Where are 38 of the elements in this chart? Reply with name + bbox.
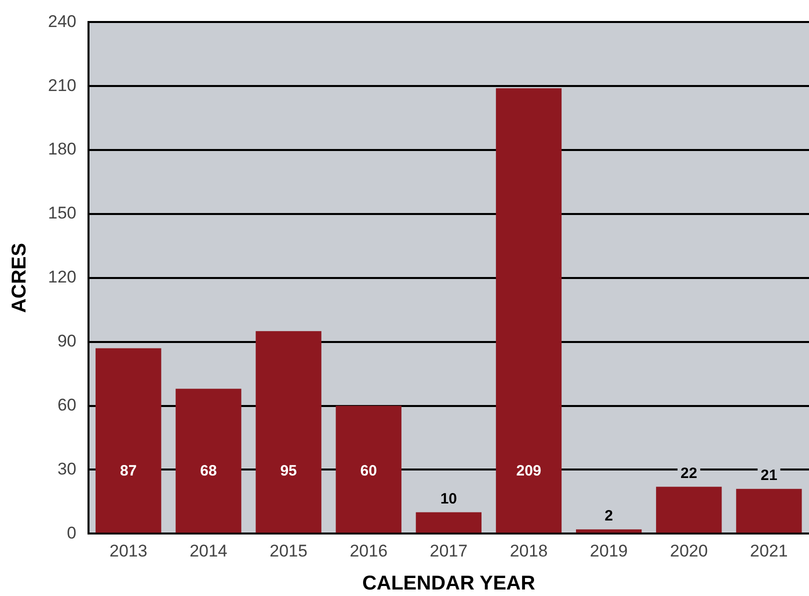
data-label: 87 [120,462,137,480]
x-tick-label: 2020 [670,541,708,560]
y-tick-label: 0 [66,523,76,542]
y-tick-label: 120 [48,268,76,287]
data-label: 21 [760,466,778,484]
data-label: 68 [200,462,217,480]
bar [736,488,802,533]
data-label: 10 [440,490,458,508]
x-tick-label: 2019 [590,541,628,560]
x-tick-label: 2017 [430,541,468,560]
bar [176,388,242,533]
x-tick-label: 2015 [270,541,308,560]
x-axis-title: CALENDAR YEAR [362,572,536,595]
bar [656,486,722,533]
data-label: 95 [280,462,297,480]
data-label: 60 [360,462,377,480]
x-tick-label: 2016 [350,541,388,560]
y-axis-title: ACRES [8,242,31,313]
x-tick-label: 2013 [109,541,148,560]
data-label: 209 [516,462,542,480]
data-label: 2 [604,507,613,524]
y-tick-label: 30 [57,459,76,478]
y-tick-label: 60 [57,395,76,414]
bar [96,348,162,533]
bar [336,406,402,533]
x-tick-label: 2021 [750,541,788,560]
y-tick-label: 90 [57,332,76,351]
bar [416,512,482,533]
y-tick-label: 240 [48,12,76,31]
bar [496,88,562,533]
x-tick-label: 2014 [190,541,228,560]
y-tick-label: 180 [48,140,76,159]
y-tick-label: 150 [48,204,76,223]
x-tick-label: 2018 [510,541,548,560]
data-label: 22 [680,464,698,482]
y-tick-label: 210 [48,76,76,95]
bar [256,331,322,533]
bar [576,529,642,533]
